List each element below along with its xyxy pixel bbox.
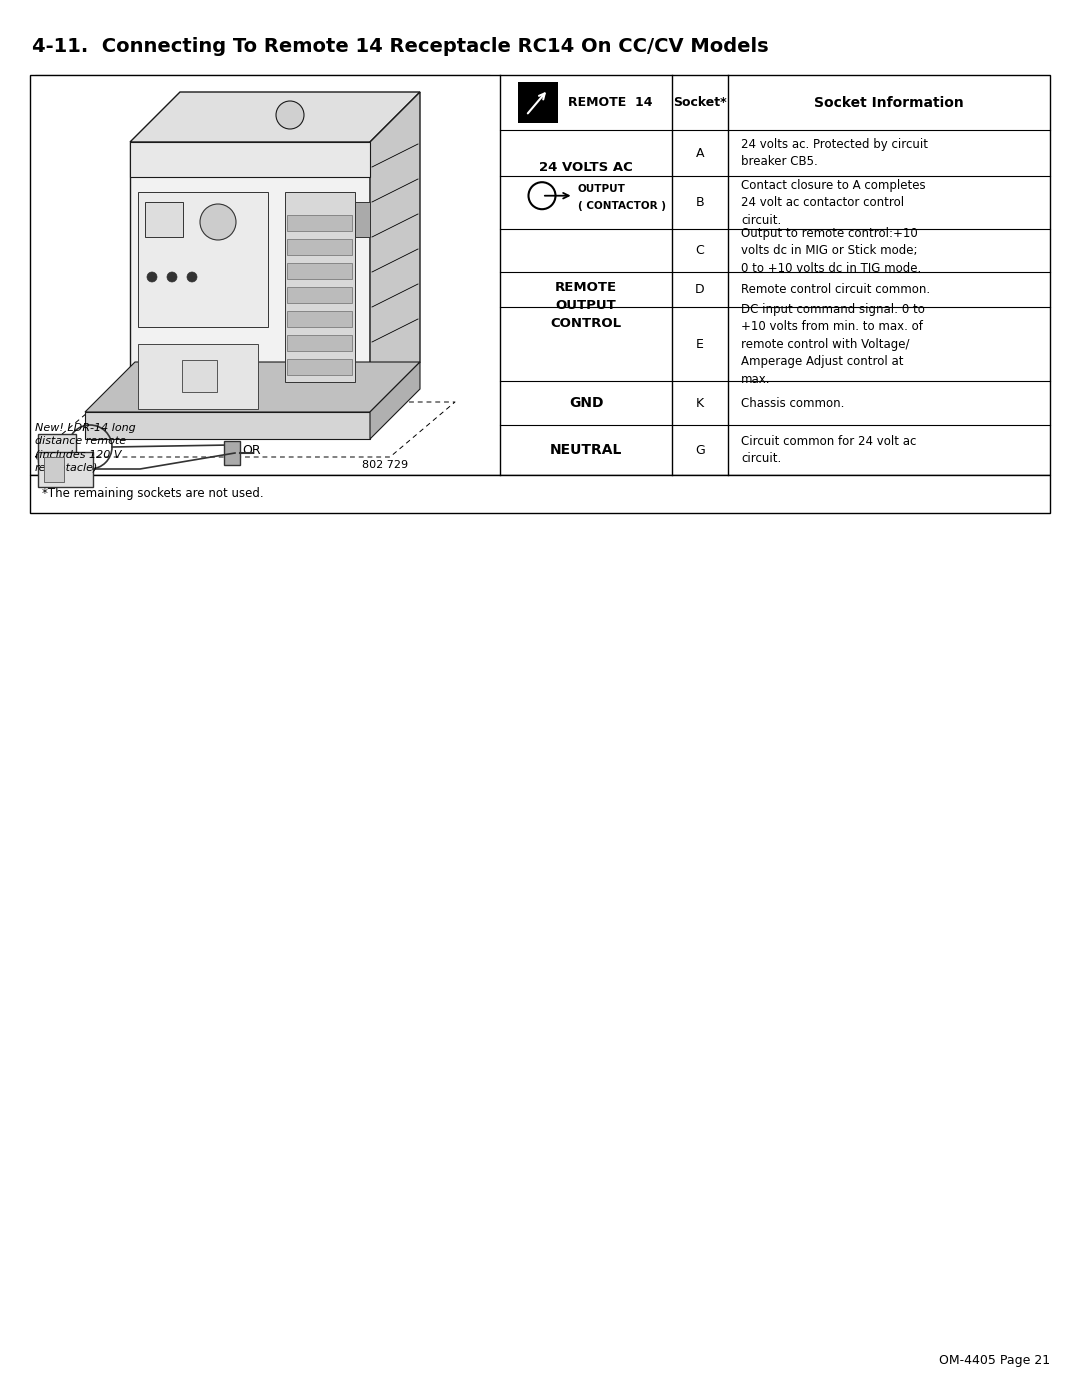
Bar [224,441,240,465]
Text: DC input command signal: 0 to
+10 volts from min. to max. of
remote control with: DC input command signal: 0 to +10 volts … [741,303,924,386]
Bar [30,75,1050,475]
Circle shape [200,204,237,240]
Polygon shape [355,203,370,237]
Circle shape [276,101,303,129]
Text: G: G [696,444,705,457]
Polygon shape [370,362,420,439]
Text: OUTPUT: OUTPUT [578,183,625,194]
Polygon shape [130,142,370,412]
Polygon shape [85,362,420,412]
Bar [287,286,352,303]
Bar [145,203,183,237]
Text: NEUTRAL: NEUTRAL [550,443,622,457]
Polygon shape [130,142,370,177]
Bar [38,434,76,462]
Text: REMOTE
OUTPUT
CONTROL: REMOTE OUTPUT CONTROL [551,281,622,330]
Text: Contact closure to A completes
24 volt ac contactor control
circuit.: Contact closure to A completes 24 volt a… [741,179,926,226]
Bar [183,360,217,393]
Bar [138,191,268,327]
Text: OR: OR [242,443,260,457]
Text: 24 VOLTS AC: 24 VOLTS AC [539,161,633,175]
Bar [138,344,258,409]
Bar [518,82,558,123]
Bar [287,239,352,256]
Polygon shape [130,92,420,142]
Polygon shape [85,412,370,439]
Text: D: D [696,282,705,296]
Text: OM-4405 Page 21: OM-4405 Page 21 [939,1354,1050,1368]
Text: ( CONTACTOR ): ( CONTACTOR ) [578,201,665,211]
Bar [285,191,355,381]
Bar [38,453,93,488]
Polygon shape [370,92,420,412]
Text: E: E [697,338,704,351]
Bar [287,312,352,327]
Text: GND: GND [569,397,604,411]
Bar [287,263,352,279]
Text: B: B [696,196,704,210]
Text: Socket*: Socket* [673,96,727,109]
Text: Chassis common.: Chassis common. [741,397,845,409]
Text: K: K [696,397,704,409]
Text: Circuit common for 24 volt ac
circuit.: Circuit common for 24 volt ac circuit. [741,434,916,465]
Text: A: A [696,147,704,159]
Text: Socket Information: Socket Information [814,95,963,109]
Text: C: C [696,244,704,257]
Bar [287,335,352,351]
Text: REMOTE  14: REMOTE 14 [568,96,652,109]
Circle shape [187,272,197,282]
Text: Remote control circuit common.: Remote control circuit common. [741,282,930,296]
Text: 4-11.  Connecting To Remote 14 Receptacle RC14 On CC/CV Models: 4-11. Connecting To Remote 14 Receptacle… [32,36,769,56]
Circle shape [147,272,157,282]
Text: 802 729: 802 729 [362,460,408,469]
Bar [287,215,352,231]
Bar [30,475,1050,513]
Circle shape [167,272,177,282]
Text: *The remaining sockets are not used.: *The remaining sockets are not used. [42,488,264,500]
Text: 24 volts ac. Protected by circuit
breaker CB5.: 24 volts ac. Protected by circuit breake… [741,138,928,168]
Text: Output to remote control:+10
volts dc in MIG or Stick mode;
0 to +10 volts dc in: Output to remote control:+10 volts dc in… [741,226,921,275]
Bar [287,359,352,374]
Bar [44,457,64,482]
Text: New! LDR-14 long
distance remote
(includes 120 V
receptacle): New! LDR-14 long distance remote (includ… [35,423,136,472]
